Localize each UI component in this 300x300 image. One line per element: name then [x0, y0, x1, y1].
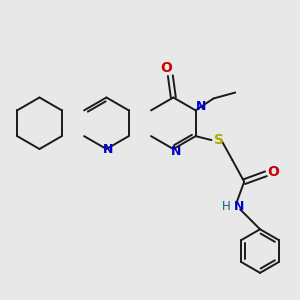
Text: S: S [214, 133, 224, 147]
Text: O: O [267, 165, 279, 179]
Text: N: N [195, 100, 206, 113]
Text: H: H [222, 200, 231, 213]
Text: N: N [234, 200, 244, 213]
Text: N: N [171, 146, 181, 158]
Text: O: O [160, 61, 172, 75]
Text: N: N [103, 142, 114, 155]
